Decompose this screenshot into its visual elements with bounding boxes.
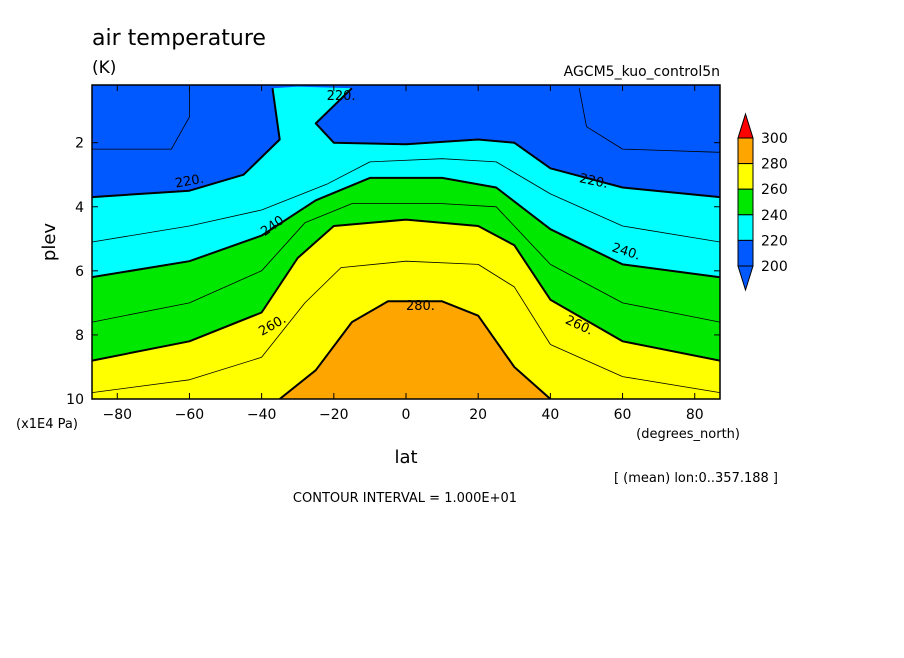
colorbar-segment: [737, 137, 754, 165]
x-axis-label: lat: [394, 447, 417, 468]
colorbar-label: 240: [761, 208, 788, 224]
contour-220-6: [92, 88, 281, 199]
x-tick-label: 0: [402, 407, 411, 423]
x-tick-label: 20: [469, 407, 487, 423]
contour-label: 220.: [578, 171, 609, 192]
contour-280-0: [279, 300, 552, 399]
contour-210-9: [578, 88, 720, 153]
mean-note: [ (mean) lon:0..357.188 ]: [614, 471, 778, 486]
contour-270-1: [92, 260, 720, 393]
contour-label: 220.: [174, 172, 205, 192]
y-tick-label: 4: [75, 200, 84, 216]
colorbar-label: 280: [761, 157, 788, 173]
contour-220-7: [314, 87, 720, 199]
dataset-name: AGCM5_kuo_control5n: [564, 64, 720, 80]
y-tick-label: 2: [75, 136, 84, 152]
x-tick-label: −80: [102, 407, 132, 423]
chart-units: (K): [92, 58, 116, 78]
y-tick-label: 6: [75, 264, 84, 280]
plot-area: [92, 85, 720, 399]
x-tick-label: 80: [686, 407, 704, 423]
x-tick-label: −20: [319, 407, 349, 423]
axis-ticks: −80 −60 −40 −20 0 20 40 60 80 2 4 6 8 10: [66, 85, 720, 423]
colorbar-max-arrow: [737, 112, 754, 139]
chart-title: air temperature: [92, 26, 266, 51]
colorbar-segment: [737, 214, 754, 241]
contour-label: 220.: [327, 89, 356, 104]
x-tick-label: 40: [541, 407, 559, 423]
colorbar-label: 260: [761, 182, 788, 198]
y-axis-label: plev: [39, 223, 60, 262]
y-tick-label: 8: [75, 328, 84, 344]
colorbar-segment: [737, 239, 754, 267]
colorbar-segment: [737, 163, 754, 190]
colorbar-segment: [737, 188, 754, 216]
x-axis-units: (degrees_north): [636, 427, 740, 442]
x-tick-label: −40: [247, 407, 277, 423]
contour-interval-note: CONTOUR INTERVAL = 1.000E+01: [293, 491, 517, 506]
contour-250-3: [92, 203, 720, 323]
x-tick-label: −60: [175, 407, 205, 423]
colorbar: 300 280 260 240 220 200: [737, 112, 788, 292]
contour-lines: [92, 87, 720, 399]
contour-210-8: [92, 88, 190, 150]
colorbar-label: 300: [761, 131, 788, 147]
contour-240-4: [92, 176, 720, 279]
contour-label: 280.: [406, 299, 435, 314]
band-200-220-upper: [315, 86, 580, 169]
band-280-300: [279, 301, 551, 399]
colorbar-min-arrow: [737, 265, 754, 292]
y-tick-label: 10: [66, 392, 84, 408]
y-axis-units: (x1E4 Pa): [16, 417, 78, 432]
contour-260-2: [92, 218, 720, 362]
contour-230-5: [92, 158, 720, 243]
x-tick-label: 60: [614, 407, 632, 423]
colorbar-label: 220: [761, 233, 788, 249]
colorbar-label: 200: [761, 259, 788, 275]
